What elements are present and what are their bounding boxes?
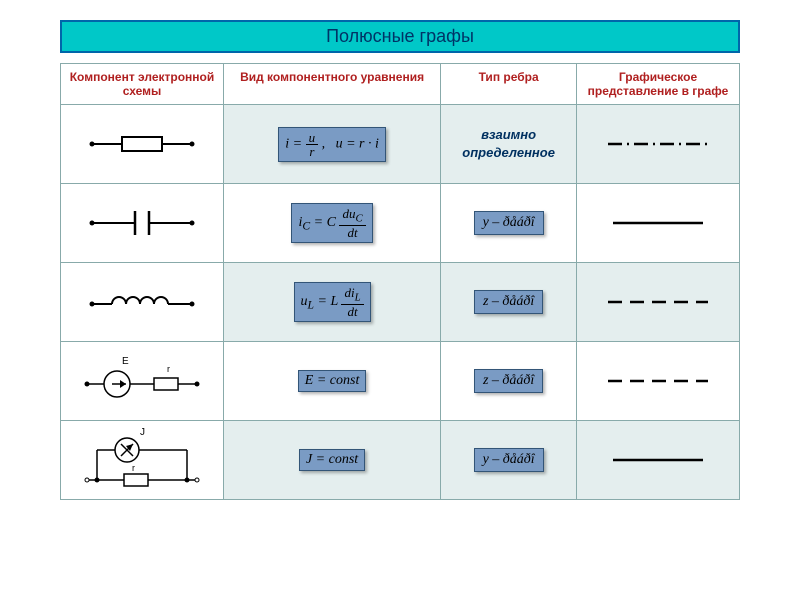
graph-repr-cell (577, 421, 740, 500)
voltage-source-icon: E r (82, 354, 202, 409)
y-edge-label: y – ðåáðî (474, 448, 544, 472)
equation-cell: E = const (223, 342, 440, 421)
table-row: E r E = const z – ðåáðî (61, 342, 740, 421)
equation-cell: iC = C duCdt (223, 184, 440, 263)
solid-line-icon (603, 213, 713, 233)
z-edge-label: z – ðåáðî (474, 369, 543, 393)
component-cell (61, 263, 224, 342)
edge-type-mutual: взаимно определенное (462, 127, 555, 160)
svg-text:r: r (167, 364, 170, 374)
edge-type-cell: y – ðåáðî (441, 184, 577, 263)
current-source-icon: J r (82, 425, 202, 495)
col-header-component: Компонент электронной схемы (61, 64, 224, 105)
capacitor-formula: iC = C duCdt (291, 203, 372, 242)
table-row: iC = C duCdt y – ðåáðî (61, 184, 740, 263)
col-header-graph-repr: Графическое представление в графе (577, 64, 740, 105)
e-const-formula: E = const (298, 370, 367, 392)
dashdot-line-icon (603, 134, 713, 154)
svg-text:r: r (132, 463, 135, 473)
y-edge-label: y – ðåáðî (474, 211, 544, 235)
j-const-formula: J = const (299, 449, 365, 471)
resistor-icon (87, 129, 197, 159)
pole-graphs-table: Компонент электронной схемы Вид компонен… (60, 63, 740, 500)
edge-type-cell: z – ðåáðî (441, 342, 577, 421)
graph-repr-cell (577, 263, 740, 342)
table-row: i = ur , u = r · i взаимно определенное (61, 105, 740, 184)
edge-type-cell: y – ðåáðî (441, 421, 577, 500)
component-cell (61, 105, 224, 184)
z-edge-label: z – ðåáðî (474, 290, 543, 314)
col-header-edge-type: Тип ребра (441, 64, 577, 105)
dashed-line-icon (603, 292, 713, 312)
solid-line-icon (603, 450, 713, 470)
inductor-icon (87, 287, 197, 317)
svg-text:E: E (122, 356, 129, 367)
table-row: uL = L diLdt z – ðåáðî (61, 263, 740, 342)
graph-repr-cell (577, 105, 740, 184)
resistor-formula: i = ur , u = r · i (278, 127, 386, 162)
edge-type-cell: z – ðåáðî (441, 263, 577, 342)
equation-cell: i = ur , u = r · i (223, 105, 440, 184)
edge-type-cell: взаимно определенное (441, 105, 577, 184)
graph-repr-cell (577, 342, 740, 421)
equation-cell: uL = L diLdt (223, 263, 440, 342)
inductor-formula: uL = L diLdt (294, 282, 371, 321)
col-header-equation: Вид компонентного уравнения (223, 64, 440, 105)
component-cell: E r (61, 342, 224, 421)
table-row: J r (61, 421, 740, 500)
graph-repr-cell (577, 184, 740, 263)
component-cell: J r (61, 421, 224, 500)
equation-cell: J = const (223, 421, 440, 500)
page-title: Полюсные графы (60, 20, 740, 53)
svg-text:J: J (140, 427, 145, 438)
dashed-line-icon (603, 371, 713, 391)
capacitor-icon (87, 206, 197, 240)
component-cell (61, 184, 224, 263)
